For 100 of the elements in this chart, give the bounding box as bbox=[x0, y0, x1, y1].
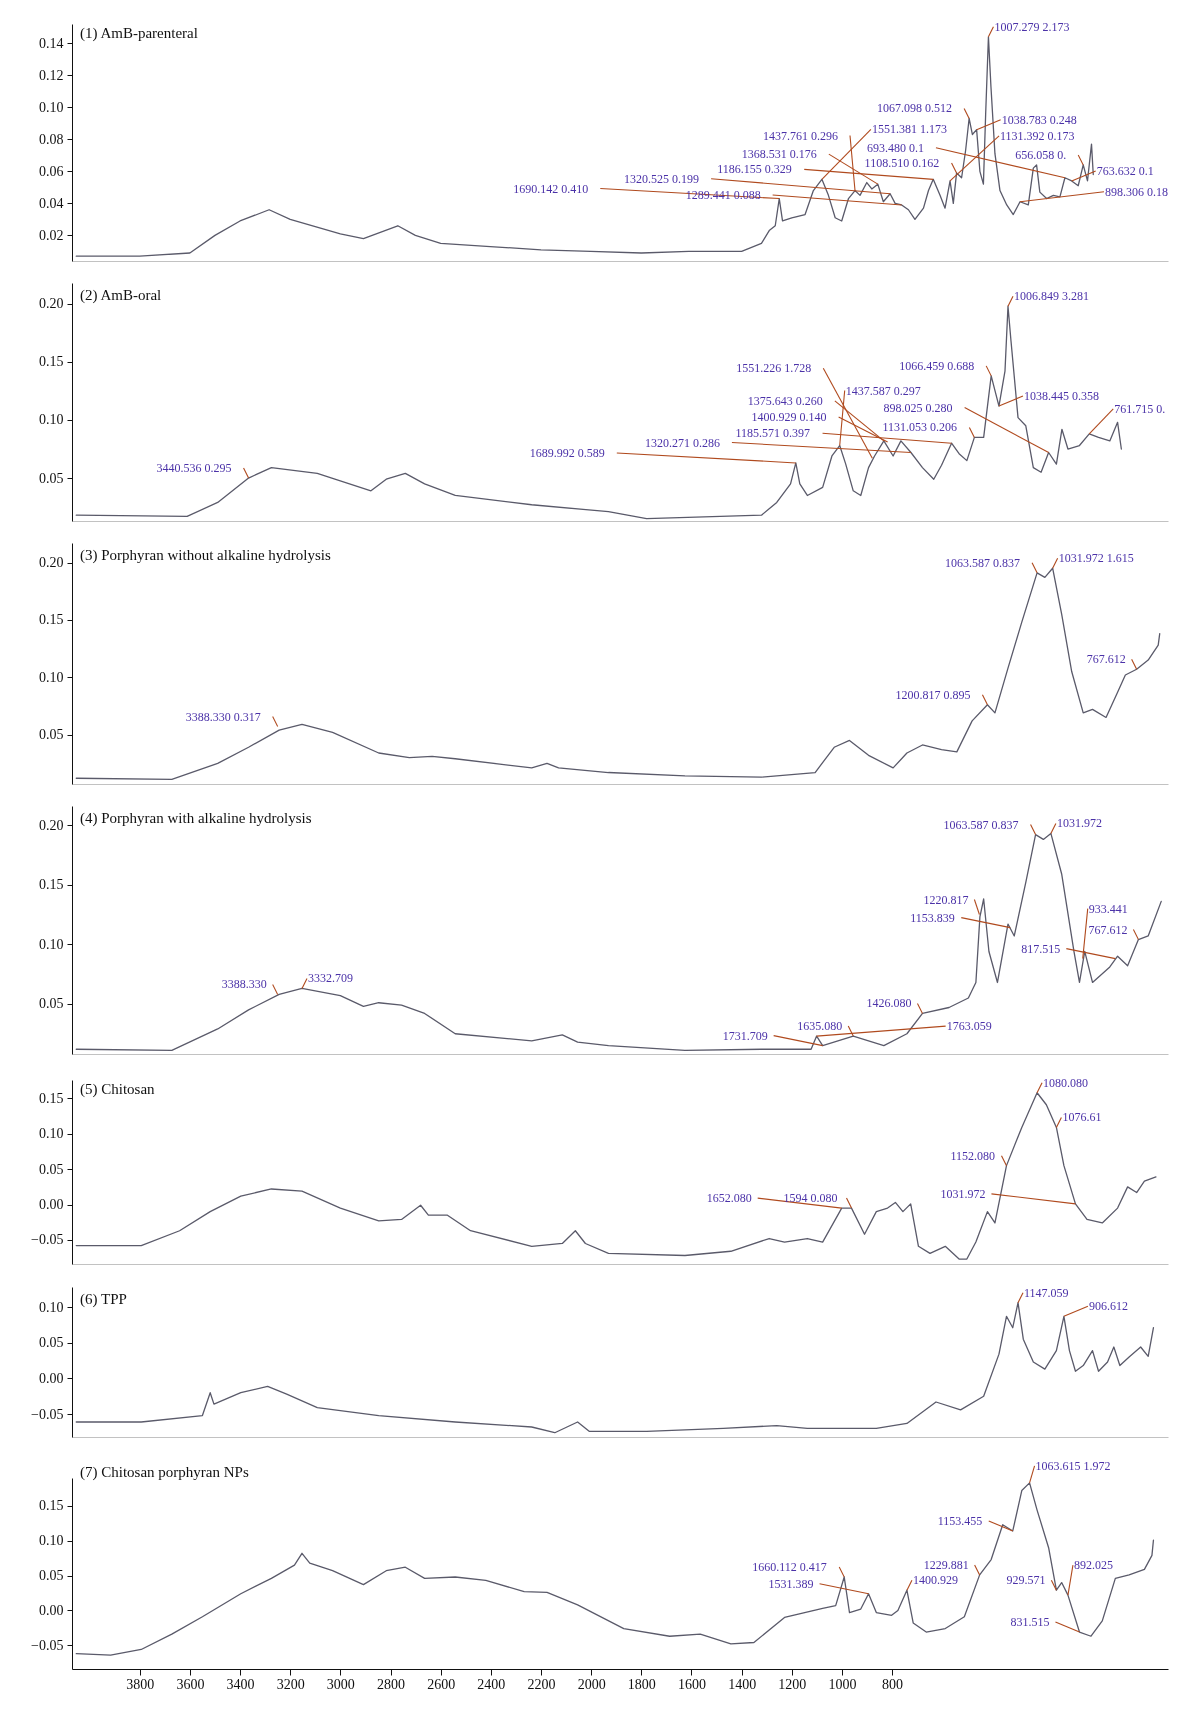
y-tick-label: 0.15 bbox=[39, 354, 64, 370]
y-tick-label: 0.10 bbox=[39, 412, 64, 428]
x-tick-label: 2200 bbox=[527, 1676, 556, 1692]
y-tick-label: 0.00 bbox=[39, 1602, 64, 1618]
annotation: 3440.536 0.295 bbox=[156, 461, 232, 476]
x-tick-label: 2400 bbox=[477, 1676, 506, 1692]
annotation: 1220.817 bbox=[923, 892, 969, 907]
line-series bbox=[75, 1482, 1155, 1656]
y-tick-label: 0.20 bbox=[39, 296, 64, 312]
chart-title: (2) AmB-oral bbox=[80, 287, 162, 304]
annotation: 906.612 bbox=[1088, 1299, 1128, 1314]
annotation: 1031.972 bbox=[1056, 816, 1102, 831]
annotation: 1437.587 0.297 bbox=[845, 383, 921, 398]
annotation: 1635.080 bbox=[797, 1019, 843, 1034]
x-tick-label: 2000 bbox=[577, 1676, 606, 1692]
y-tick-label: −0.05 bbox=[31, 1232, 64, 1248]
annotation: 1153.455 bbox=[937, 1513, 983, 1528]
annotation: 1031.972 1.615 bbox=[1058, 551, 1134, 566]
y-tick-label: 0.20 bbox=[39, 817, 64, 833]
chart-title: (3) Porphyran without alkaline hydrolysis bbox=[80, 547, 331, 564]
annotation: 1038.783 0.248 bbox=[1001, 112, 1077, 127]
annotation: 1375.643 0.260 bbox=[747, 393, 823, 408]
y-tick-label: 0.06 bbox=[39, 163, 64, 179]
annotation: 1152.080 bbox=[950, 1148, 996, 1163]
annotation: 1063.587 0.837 bbox=[943, 817, 1019, 832]
y-tick-label: −0.05 bbox=[31, 1406, 64, 1422]
chart-title: (6) TPP bbox=[80, 1290, 127, 1308]
annotation: 1690.142 0.410 bbox=[513, 181, 589, 196]
y-tick-label: 0.15 bbox=[39, 1090, 64, 1106]
annotation: 1763.059 bbox=[946, 1019, 992, 1034]
y-tick-label: 0.15 bbox=[39, 877, 64, 893]
chart-title: (7) Chitosan porphyran NPs bbox=[80, 1463, 249, 1481]
annotation: 1063.615 1.972 bbox=[1035, 1458, 1111, 1473]
annotation: 1689.992 0.589 bbox=[529, 445, 605, 460]
line-series bbox=[75, 567, 1161, 781]
annotation: 693.480 0.1 bbox=[866, 140, 924, 155]
annotation: 1153.839 bbox=[910, 910, 955, 925]
annotation: 1437.761 0.296 bbox=[763, 128, 838, 143]
y-tick-label: 0.10 bbox=[39, 936, 64, 952]
x-tick-label: 2600 bbox=[427, 1676, 456, 1692]
y-tick-label: 0.08 bbox=[39, 131, 64, 147]
chart-title: (4) Porphyran with alkaline hydrolysis bbox=[80, 810, 312, 827]
y-tick-label: 0.02 bbox=[39, 227, 64, 243]
annotation: 656.058 0. bbox=[1015, 147, 1067, 162]
x-tick-label: 1200 bbox=[778, 1676, 807, 1692]
x-tick-label: 3400 bbox=[226, 1676, 255, 1692]
annotation: 1426.080 bbox=[866, 996, 912, 1011]
annotation: 1320.271 0.286 bbox=[644, 435, 720, 450]
annotation: 898.306 0.18 bbox=[1105, 184, 1169, 199]
annotation: 1368.531 0.176 bbox=[741, 147, 817, 162]
x-tick-label: 3800 bbox=[126, 1676, 155, 1692]
y-tick-label: 0.10 bbox=[39, 99, 64, 115]
annotation: 1038.445 0.358 bbox=[1023, 389, 1099, 404]
annotation: 763.632 0.1 bbox=[1096, 163, 1154, 178]
annotation: 1186.155 0.329 bbox=[717, 162, 792, 177]
annotation: 1076.61 bbox=[1062, 1110, 1102, 1125]
y-tick-label: 0.05 bbox=[39, 1161, 64, 1177]
chart-title: (5) Chitosan bbox=[80, 1080, 156, 1098]
y-tick-label: 0.20 bbox=[39, 555, 64, 571]
annotation: 1400.929 0.140 bbox=[751, 410, 827, 425]
annotation: 1400.929 bbox=[912, 1573, 958, 1588]
annotation: 767.612 bbox=[1086, 652, 1126, 667]
y-tick-label: 0.10 bbox=[39, 669, 64, 685]
annotation: 1652.080 bbox=[706, 1191, 752, 1206]
x-tick-label: 1800 bbox=[627, 1676, 656, 1692]
annotation: 1063.587 0.837 bbox=[945, 555, 1021, 570]
y-tick-label: −0.05 bbox=[31, 1637, 64, 1653]
x-tick-label: 1400 bbox=[728, 1676, 757, 1692]
x-tick-label: 1000 bbox=[828, 1676, 857, 1692]
annotation: 3388.330 0.317 bbox=[185, 709, 261, 724]
x-tick-label: 800 bbox=[882, 1676, 904, 1692]
annotation: 1006.849 3.281 bbox=[1013, 289, 1089, 304]
y-tick-label: 0.15 bbox=[39, 1498, 64, 1514]
annotation: 1131.053 0.206 bbox=[882, 420, 957, 435]
x-tick-label: 3000 bbox=[326, 1676, 355, 1692]
y-tick-label: 0.12 bbox=[39, 67, 64, 83]
y-tick-label: 0.10 bbox=[39, 1533, 64, 1549]
x-tick-label: 2800 bbox=[377, 1676, 406, 1692]
annotation: 1185.571 0.397 bbox=[735, 426, 811, 441]
y-tick-label: 0.00 bbox=[39, 1197, 64, 1213]
annotation: 1200.817 0.895 bbox=[895, 687, 971, 702]
y-tick-label: 0.15 bbox=[39, 612, 64, 628]
annotation: 1147.059 bbox=[1024, 1285, 1069, 1300]
annotation: 1551.381 1.173 bbox=[871, 122, 947, 137]
annotation: 1594 0.080 bbox=[783, 1191, 838, 1206]
x-tick-label: 3600 bbox=[176, 1676, 205, 1692]
annotation: 831.515 bbox=[1010, 1615, 1050, 1630]
annotation: 1131.392 0.173 bbox=[1000, 128, 1075, 143]
annotation: 1660.112 0.417 bbox=[752, 1559, 827, 1574]
annotation: 761.715 0. bbox=[1114, 401, 1166, 416]
annotation: 1080.080 bbox=[1043, 1075, 1089, 1090]
annotation: 1108.510 0.162 bbox=[864, 155, 940, 170]
annotation: 1731.709 bbox=[722, 1028, 768, 1043]
x-tick-label: 3200 bbox=[276, 1676, 305, 1692]
annotation: 3332.709 bbox=[307, 971, 353, 986]
annotation: 1551.226 1.728 bbox=[736, 361, 812, 376]
y-tick-label: 0.14 bbox=[39, 35, 64, 51]
y-tick-label: 0.10 bbox=[39, 1126, 64, 1142]
annotation: 1067.098 0.512 bbox=[877, 101, 953, 116]
annotation: 817.515 bbox=[1021, 941, 1061, 956]
